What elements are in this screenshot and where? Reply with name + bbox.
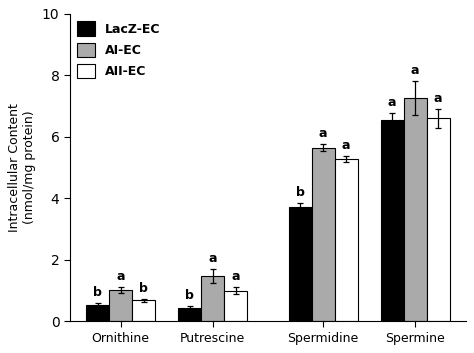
- Text: a: a: [388, 96, 396, 109]
- Y-axis label: Intracellular Content
(nmol/mg protein): Intracellular Content (nmol/mg protein): [9, 103, 36, 232]
- Bar: [86, 305, 109, 321]
- Text: a: a: [411, 65, 419, 77]
- Text: a: a: [342, 139, 350, 152]
- Legend: LacZ-EC, AI-EC, AII-EC: LacZ-EC, AI-EC, AII-EC: [73, 16, 165, 83]
- Text: a: a: [231, 270, 240, 283]
- Bar: [289, 207, 311, 321]
- Text: b: b: [139, 282, 148, 295]
- Bar: [201, 276, 224, 321]
- Bar: [178, 308, 201, 321]
- Bar: [427, 118, 449, 321]
- Bar: [132, 300, 155, 321]
- Bar: [109, 290, 132, 321]
- Bar: [311, 148, 335, 321]
- Bar: [224, 291, 247, 321]
- Text: a: a: [319, 127, 327, 140]
- Bar: [335, 159, 357, 321]
- Text: a: a: [116, 270, 125, 283]
- Bar: [403, 98, 427, 321]
- Text: b: b: [185, 289, 194, 303]
- Text: a: a: [209, 252, 217, 265]
- Text: b: b: [93, 286, 102, 299]
- Bar: [381, 120, 403, 321]
- Text: b: b: [296, 186, 304, 199]
- Text: a: a: [434, 92, 442, 105]
